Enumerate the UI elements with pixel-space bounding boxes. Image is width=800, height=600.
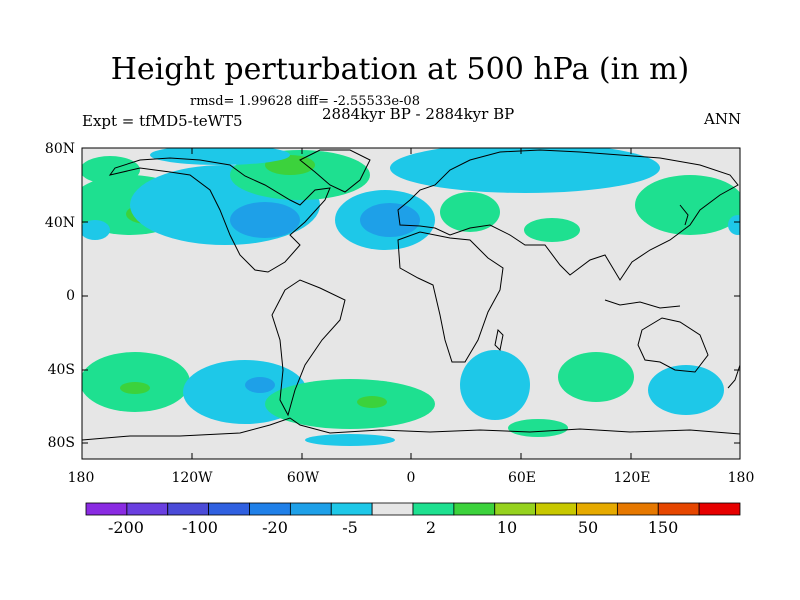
anomaly-middle-east-green (524, 218, 580, 242)
colorbar-swatch-2 (126, 502, 169, 516)
colorbar-label-7: 50 (577, 518, 599, 537)
plot-title: Height perturbation at 500 hPa (in m) (110, 52, 690, 87)
colorbar-swatch-12 (535, 502, 577, 516)
anomaly-south-atlantic-core (357, 396, 387, 408)
colorbar-swatch-5 (249, 502, 291, 516)
colorbar-swatch-7 (330, 502, 373, 516)
anomaly-indian-ocean-green (558, 352, 634, 402)
coastline-japan (679, 204, 689, 226)
anomaly-south-america-core (245, 377, 275, 393)
experiment-label: Expt = tfMD5-teWT5 (82, 112, 243, 130)
anomaly-south-pacific-green (82, 352, 190, 412)
lon-label-60w: 60W (286, 470, 320, 486)
anomaly-west-pacific-edge (82, 220, 110, 240)
season-label: ANN (704, 110, 742, 128)
period-label: 2884kyr BP - 2884kyr BP (322, 105, 515, 123)
lon-label-120w: 120W (171, 470, 213, 486)
coastline-indonesia (604, 299, 681, 309)
anomaly-east-asia-green (635, 175, 740, 235)
lon-label-180w: 180 (67, 470, 95, 486)
colorbar-swatch-10 (453, 502, 496, 516)
colorbar-swatch-9 (412, 502, 455, 516)
colorbar (85, 502, 741, 516)
colorbar-swatch-8 (371, 502, 414, 516)
colorbar-swatch-13 (576, 502, 618, 516)
colorbar-swatch-4 (208, 502, 250, 516)
colorbar-label-3: -20 (262, 518, 288, 537)
colorbar-swatch-3 (167, 502, 210, 516)
lat-label-40s: 40S (47, 362, 75, 378)
stats-text: rmsd= 1.99628 diff= -2.55533e-08 (190, 94, 420, 109)
colorbar-label-1: -200 (108, 518, 144, 537)
colorbar-swatch-16 (698, 502, 741, 516)
anomaly-north-atlantic-core (360, 203, 420, 237)
coastline-greenland (299, 149, 371, 193)
lat-label-40n: 40N (44, 215, 75, 231)
colorbar-swatch-6 (289, 502, 332, 516)
anomaly-arctic-west-green (82, 156, 140, 184)
lon-label-0: 0 (406, 470, 416, 486)
lat-label-80s: 80S (47, 435, 75, 451)
anomaly-arctic-blue (150, 148, 290, 165)
colorbar-label-8: 150 (647, 518, 679, 537)
anomaly-south-pacific-core (120, 382, 150, 394)
anomaly-australia-blue (648, 365, 724, 415)
lon-label-60e: 60E (507, 470, 537, 486)
anomaly-antarctic-blue (305, 434, 395, 446)
coastline-australia (637, 317, 709, 373)
anomaly-europe-green (440, 192, 500, 232)
anomaly-north-america-core (230, 202, 300, 238)
coastline-antarctica (82, 417, 740, 441)
colorbar-label-4: -5 (342, 518, 358, 537)
anomaly-fields (82, 148, 740, 446)
colorbar-label-5: 2 (425, 518, 437, 537)
anomaly-south-indian-blue (460, 350, 530, 420)
coastline-north-america (108, 157, 331, 273)
colorbar-label-6: 10 (496, 518, 518, 537)
lon-label-120e: 120E (613, 470, 651, 486)
coastline-eurasia (397, 149, 739, 281)
coastline-africa (397, 231, 504, 363)
coastline-madagascar (494, 328, 504, 352)
lon-label-180e: 180 (727, 470, 755, 486)
coastline-south-america (271, 279, 346, 417)
colorbar-label-2: -100 (182, 518, 218, 537)
anomaly-siberia-blue (390, 148, 660, 193)
anomaly-west-pacific-east-blue (728, 215, 740, 235)
axis-ticks (82, 147, 740, 459)
colorbar-swatch-1 (85, 502, 128, 516)
lat-label-0: 0 (66, 288, 75, 304)
anomaly-south-atlantic-green (265, 379, 435, 429)
lat-label-80n: 80N (44, 141, 75, 157)
colorbar-swatch-11 (494, 502, 537, 516)
anomaly-southern-ocean-green (508, 419, 568, 437)
colorbar-swatch-14 (616, 502, 659, 516)
colorbar-swatch-15 (657, 502, 700, 516)
coastlines (82, 149, 740, 441)
